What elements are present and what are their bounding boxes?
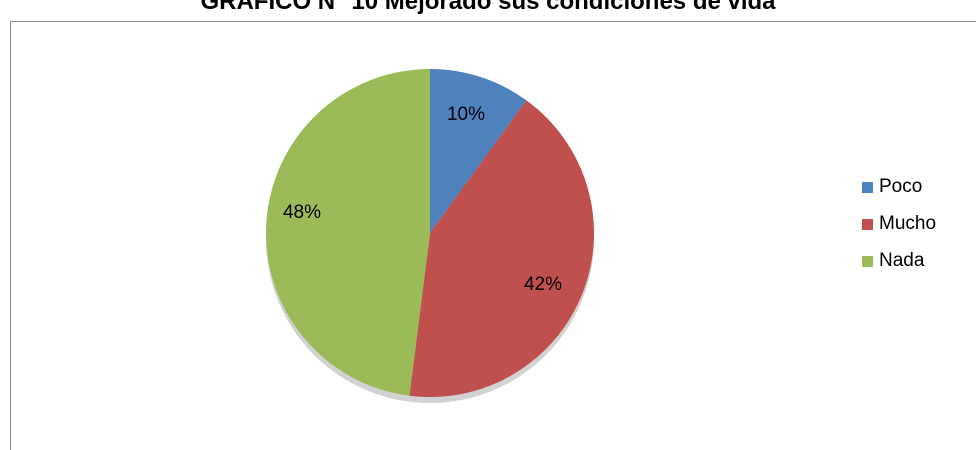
legend-swatch-mucho [862, 218, 873, 230]
legend-item-poco: Poco [862, 175, 936, 199]
chart-title: GRAFICO N° 10 Mejorado sus condiciones d… [200, 0, 776, 15]
legend-item-nada: Nada [862, 249, 936, 273]
legend-label-nada: Nada [879, 250, 925, 271]
slice-label-mucho: 42% [524, 274, 562, 295]
legend-label-mucho: Mucho [879, 213, 937, 234]
pie-slice-poco [430, 69, 527, 233]
legend: Poco Mucho Nada [862, 175, 936, 286]
slice-label-poco: 10% [447, 104, 485, 125]
pie-slice-mucho [409, 100, 594, 397]
legend-swatch-nada [862, 255, 873, 267]
legend-swatch-poco [862, 181, 873, 193]
pie-slice-nada [265, 69, 430, 396]
legend-item-mucho: Mucho [862, 212, 936, 236]
legend-label-poco: Poco [879, 176, 923, 197]
slice-label-nada: 48% [283, 202, 321, 223]
